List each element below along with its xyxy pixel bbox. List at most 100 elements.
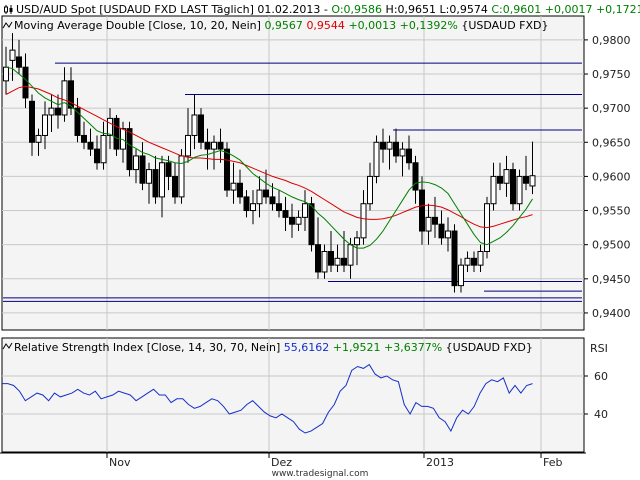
candle-down	[406, 148, 412, 164]
candle-down	[237, 182, 243, 198]
candle-down	[172, 175, 178, 198]
candle-up	[178, 155, 185, 198]
candle-up	[100, 134, 107, 164]
ma-short-value: 0,9567	[264, 19, 303, 32]
price-tick-label: 0,9400	[592, 307, 631, 320]
svg-text:Relative Strength Index [Close: Relative Strength Index [Close, 14, 30, …	[14, 341, 533, 354]
rsi-series	[2, 363, 533, 434]
svg-text:USD/AUD Spot [USDAUD FXD LAST: USD/AUD Spot [USDAUD FXD LAST Täglich] 0…	[16, 3, 640, 16]
price-change-pct: +0,1721%	[596, 3, 640, 16]
candle-up	[159, 162, 165, 198]
price-tick-label: 0,9600	[592, 170, 631, 183]
price-close: C:0,9601	[491, 3, 541, 16]
candle-down	[16, 56, 22, 68]
line-icon	[2, 342, 13, 350]
candle-down	[139, 155, 146, 184]
rsi-axis-title: RSI	[590, 342, 608, 355]
rsi-tick-label: 60	[594, 370, 608, 383]
rsi-suffix: {USDAUD FXD}	[446, 341, 533, 354]
candle-up	[191, 114, 198, 136]
x-tick-label: Nov	[109, 456, 131, 469]
candle-up	[107, 117, 113, 136]
candle-down	[94, 148, 100, 164]
candle-down	[224, 148, 230, 191]
candle-down	[263, 189, 269, 198]
price-high: H:0,9651	[386, 3, 436, 16]
candle-up	[503, 169, 510, 184]
ma-short-line	[5, 66, 533, 249]
candlestick-icon	[4, 5, 13, 14]
candle-up	[529, 175, 536, 187]
candle-up	[334, 257, 341, 266]
x-tick-label: Feb	[543, 456, 562, 469]
price-tick-label: 0,9800	[592, 34, 631, 47]
candle-up	[367, 175, 373, 205]
candle-down	[243, 196, 250, 212]
candle-up	[250, 203, 256, 212]
ma-change-pct: +0,1392%	[400, 19, 458, 32]
candle-down	[380, 141, 386, 150]
candle-down	[29, 100, 35, 143]
support-resistance-lines	[3, 62, 582, 302]
candle-down	[393, 141, 399, 157]
candle-down	[55, 107, 61, 116]
candle-up	[347, 244, 354, 266]
svg-text:Moving Average Double [Close,: Moving Average Double [Close, 10, 20, Ne…	[14, 19, 549, 32]
candle-up	[211, 141, 217, 150]
candle-down	[315, 244, 321, 273]
candle-up	[48, 107, 55, 116]
candle-up	[230, 182, 237, 191]
candle-down	[198, 114, 204, 143]
candle-down	[87, 141, 94, 150]
price-tick-label: 0,9700	[592, 102, 631, 115]
x-axis: Nov Dez 2013 Feb	[0, 452, 586, 469]
candle-up	[256, 189, 263, 205]
ma-long-value: 0,9544	[306, 19, 345, 32]
price-tick-label: 0,9550	[592, 205, 631, 218]
rsi-value: 55,6162	[284, 341, 330, 354]
candle-up	[295, 216, 302, 225]
candle-up	[386, 141, 393, 150]
candle-up	[133, 155, 139, 171]
x-tick-label: Dez	[271, 456, 292, 469]
price-panel	[1, 15, 585, 331]
candle-up	[399, 148, 406, 157]
ma-change: +0,0013	[348, 19, 396, 32]
candle-up	[42, 114, 48, 136]
candle-down	[419, 189, 425, 232]
moving-average-lines	[5, 66, 533, 249]
candle-down	[282, 210, 289, 218]
candle-down	[412, 162, 419, 191]
rsi-change-pct: +3,6377%	[384, 341, 442, 354]
candle-down	[68, 80, 74, 109]
rsi-y-axis: 60 40	[584, 370, 608, 421]
candle-down	[165, 162, 172, 177]
candle-up	[445, 230, 451, 239]
candle-down	[510, 169, 516, 205]
candle-up	[146, 169, 152, 184]
candle-down	[289, 216, 295, 225]
price-tick-label: 0,9750	[592, 68, 631, 81]
price-y-axis: 0,9800 0,9750 0,9700 0,9650 0,9600 0,9550 0,95…	[584, 34, 631, 320]
rsi-panel	[1, 337, 585, 453]
candle-down	[497, 175, 503, 184]
candle-up	[425, 216, 432, 232]
candle-up	[61, 80, 68, 116]
candle-down	[276, 203, 282, 212]
candle-up	[185, 134, 191, 157]
candle-up	[354, 237, 360, 246]
price-header: USD/AUD Spot [USDAUD FXD LAST Täglich] 0…	[2, 3, 640, 32]
rsi-header: Relative Strength Index [Close, 14, 30, …	[2, 341, 533, 354]
candle-up	[490, 175, 497, 205]
rsi-grid	[2, 338, 584, 452]
candle-up	[35, 134, 42, 143]
candle-down	[451, 230, 458, 287]
candle-down	[22, 66, 29, 99]
candle-down	[308, 203, 315, 246]
rsi-change: +1,9521	[333, 341, 381, 354]
line-icon	[2, 21, 13, 29]
candle-up	[3, 66, 9, 82]
watermark: www.tradesignal.com	[272, 469, 369, 479]
price-tick-label: 0,9450	[592, 273, 631, 286]
